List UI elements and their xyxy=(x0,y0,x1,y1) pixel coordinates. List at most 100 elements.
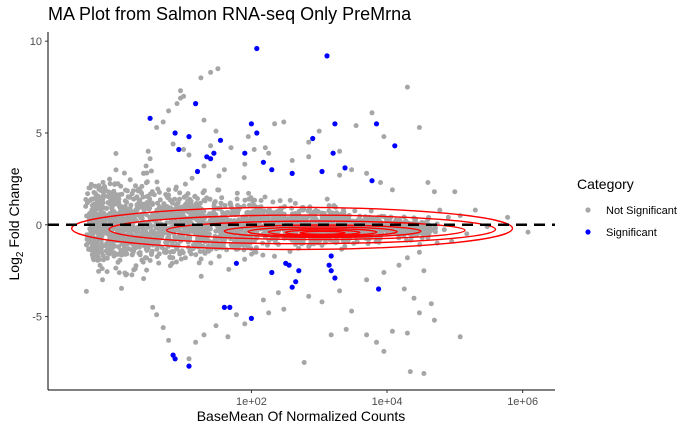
cloud-point xyxy=(198,256,204,262)
cloud-point xyxy=(113,167,119,173)
y-tick-label: 0 xyxy=(36,220,42,232)
cloud-point xyxy=(187,248,193,254)
cloud-point xyxy=(265,216,271,222)
cloud-point xyxy=(95,254,101,260)
cloud-point xyxy=(136,250,142,256)
cloud-point xyxy=(163,247,169,253)
cloud-point xyxy=(341,207,346,213)
data-point-not-significant xyxy=(416,249,422,255)
cloud-point xyxy=(324,196,330,202)
data-point-not-significant xyxy=(306,139,312,145)
data-point-significant xyxy=(248,315,254,321)
cloud-point xyxy=(181,194,187,200)
cloud-point xyxy=(121,217,127,223)
cloud-point xyxy=(215,187,221,193)
cloud-point xyxy=(161,201,167,207)
data-point-not-significant xyxy=(141,170,147,176)
data-point-significant xyxy=(260,159,266,165)
cloud-point xyxy=(141,207,147,213)
cloud-point xyxy=(188,198,194,204)
cloud-point xyxy=(84,236,90,242)
data-point-not-significant xyxy=(251,147,257,152)
data-point-not-significant xyxy=(170,141,176,147)
cloud-point xyxy=(166,235,172,241)
cloud-point xyxy=(208,260,214,266)
cloud-point xyxy=(123,187,128,193)
cloud-point xyxy=(122,270,128,276)
cloud-point xyxy=(216,253,222,259)
cloud-point xyxy=(229,244,235,250)
data-point-not-significant xyxy=(154,125,160,130)
data-point-significant xyxy=(286,262,292,268)
series-significant xyxy=(147,45,398,369)
cloud-point xyxy=(179,204,185,210)
data-point-not-significant xyxy=(201,163,207,169)
cloud-point xyxy=(134,202,140,208)
cloud-point xyxy=(247,202,252,208)
cloud-point xyxy=(258,198,264,203)
cloud-point xyxy=(140,194,146,200)
cloud-point xyxy=(261,213,267,219)
data-point-not-significant xyxy=(411,295,417,301)
cloud-point xyxy=(158,214,164,219)
data-point-not-significant xyxy=(178,88,183,94)
cloud-point xyxy=(97,224,103,229)
cloud-point xyxy=(88,181,94,187)
cloud-point xyxy=(185,191,191,197)
cloud-point xyxy=(202,250,208,256)
cloud-point xyxy=(127,226,132,232)
cloud-point xyxy=(87,226,93,232)
cloud-point xyxy=(192,230,198,236)
cloud-point xyxy=(129,272,135,278)
data-point-not-significant xyxy=(266,310,272,316)
cloud-point xyxy=(111,193,117,199)
data-point-not-significant xyxy=(160,325,166,331)
data-point-significant xyxy=(242,150,248,156)
cloud-point xyxy=(200,190,206,196)
cloud-point xyxy=(272,210,278,216)
data-point-not-significant xyxy=(381,270,387,275)
data-point-not-significant xyxy=(266,150,272,156)
cloud-point xyxy=(144,179,150,185)
cloud-point xyxy=(128,230,134,236)
y-tick-label: 5 xyxy=(36,128,42,140)
data-point-not-significant xyxy=(364,170,370,176)
cloud-point xyxy=(177,196,183,202)
cloud-point xyxy=(182,255,188,261)
data-point-not-significant xyxy=(505,214,511,220)
data-point-significant xyxy=(293,279,299,285)
cloud-point xyxy=(212,199,218,205)
data-point-significant xyxy=(217,137,224,143)
legend-key-significant xyxy=(585,229,591,235)
cloud-point xyxy=(105,242,111,248)
cloud-point xyxy=(111,209,117,215)
x-axis-label: BaseMean Of Normalized Counts xyxy=(197,408,406,424)
cloud-point xyxy=(147,214,153,220)
data-point-significant xyxy=(332,121,338,127)
cloud-point xyxy=(326,208,332,214)
cloud-point xyxy=(292,211,298,217)
cloud-point xyxy=(166,187,172,193)
cloud-point xyxy=(250,198,256,204)
cloud-point xyxy=(242,197,248,203)
cloud-point xyxy=(289,205,295,211)
cloud-point xyxy=(167,219,173,225)
cloud-point xyxy=(227,200,233,206)
cloud-point xyxy=(87,198,93,203)
data-point-not-significant xyxy=(457,334,463,340)
cloud-point xyxy=(97,185,103,191)
cloud-point xyxy=(219,195,225,201)
data-point-significant xyxy=(233,260,239,266)
data-point-not-significant xyxy=(381,134,387,140)
data-point-not-significant xyxy=(425,180,431,185)
cloud-point xyxy=(173,212,179,218)
cloud-point xyxy=(95,257,101,263)
cloud-point xyxy=(100,179,106,185)
cloud-point xyxy=(104,269,110,275)
cloud-point xyxy=(164,241,169,247)
cloud-point xyxy=(368,208,374,214)
cloud-point xyxy=(99,233,105,239)
data-point-not-significant xyxy=(198,75,204,81)
data-point-not-significant xyxy=(364,277,370,283)
